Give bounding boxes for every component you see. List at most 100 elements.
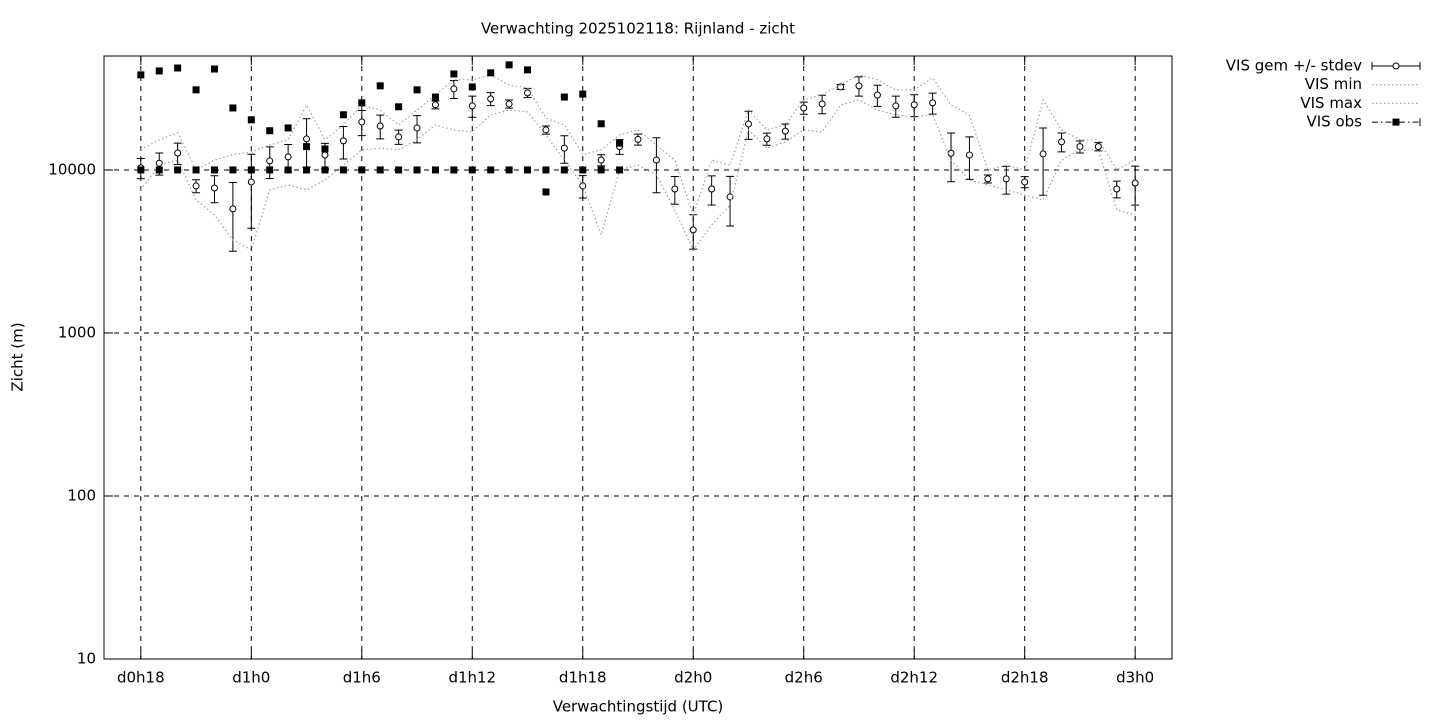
obs-point (303, 166, 311, 174)
error-bar (228, 182, 237, 252)
mean-point (247, 178, 255, 186)
mean-point (1113, 185, 1121, 193)
x-axis-label: Verwachtingstijd (UTC) (553, 698, 724, 716)
obs-point (210, 166, 218, 174)
obs-point (192, 86, 200, 94)
mean-point (229, 205, 237, 213)
obs-point (266, 166, 274, 174)
mean-point (947, 149, 955, 157)
mean-point (689, 226, 697, 234)
obs-point (524, 66, 532, 74)
obs-point (174, 64, 182, 72)
obs-point (579, 90, 587, 98)
mean-point (284, 153, 292, 161)
mean-point (376, 122, 384, 130)
mean-point (800, 104, 808, 112)
mean-point (855, 82, 863, 90)
y-tick-label: 100 (67, 486, 96, 504)
mean-point (174, 149, 182, 157)
error-bar (726, 175, 735, 227)
chart-title: Verwachting 2025102118: Rijnland - zicht (481, 20, 795, 38)
obs-point (395, 103, 403, 111)
x-tick-label: d1h18 (559, 669, 607, 687)
obs-point (524, 166, 532, 174)
legend-label: VIS gem +/- stdev (1226, 57, 1362, 75)
mean-point (560, 144, 568, 152)
x-tick-label: d3h0 (1116, 669, 1154, 687)
obs-point (358, 166, 366, 174)
mean-point (450, 85, 458, 93)
mean-point (579, 182, 587, 190)
obs-point (376, 82, 384, 90)
obs-point (174, 166, 182, 174)
y-tick-label: 10 (77, 650, 96, 668)
mean-point (873, 91, 881, 99)
series-line (140, 74, 1136, 217)
mean-point (818, 100, 826, 108)
mean-point (744, 120, 752, 128)
mean-point (781, 127, 789, 135)
obs-point (560, 93, 568, 101)
mean-point (395, 133, 403, 141)
obs-point (542, 166, 550, 174)
mean-point (837, 83, 845, 91)
mean-point (339, 137, 347, 145)
legend-label: VIS obs (1307, 113, 1363, 131)
obs-point (560, 166, 568, 174)
obs-point (376, 166, 384, 174)
mean-point (1076, 143, 1084, 151)
obs-point (616, 139, 624, 147)
obs-point (155, 67, 163, 75)
mean-point (763, 135, 771, 143)
x-tick-label: d1h6 (343, 669, 381, 687)
obs-point (339, 166, 347, 174)
obs-point (487, 69, 495, 77)
mean-point (155, 159, 163, 167)
x-tick-label: d2h12 (890, 669, 938, 687)
mean-point (984, 175, 992, 183)
mean-point (524, 89, 532, 97)
obs-point (413, 86, 421, 94)
mean-point (652, 156, 660, 164)
y-tick-label: 10000 (48, 160, 96, 178)
obs-point (339, 111, 347, 119)
obs-point (468, 166, 476, 174)
legend-label: VIS min (1305, 75, 1362, 93)
mean-point (671, 185, 679, 193)
obs-point (137, 71, 145, 79)
mean-point (1039, 150, 1047, 158)
mean-point (965, 151, 973, 159)
mean-point (358, 118, 366, 126)
obs-point (137, 166, 145, 174)
mean-point (266, 157, 274, 165)
obs-point (229, 166, 237, 174)
mean-point (303, 135, 311, 143)
mean-point (892, 102, 900, 110)
mean-point (597, 156, 605, 164)
obs-point (284, 166, 292, 174)
obs-point (505, 166, 513, 174)
mean-point (321, 151, 329, 159)
obs-point (468, 83, 476, 91)
obs-point (542, 188, 550, 196)
x-tick-label: d1h0 (232, 669, 270, 687)
obs-point (229, 104, 237, 112)
mean-point (542, 126, 550, 134)
mean-point (431, 101, 439, 109)
y-tick-label: 1000 (58, 323, 96, 341)
x-tick-label: d2h18 (1001, 669, 1049, 687)
x-tick-label: d1h12 (448, 669, 496, 687)
mean-point (1058, 138, 1066, 146)
legend-label: VIS max (1300, 94, 1362, 112)
obs-point (321, 145, 329, 153)
mean-point (1002, 175, 1010, 183)
error-bar (652, 137, 661, 194)
legend-swatch (1392, 118, 1400, 126)
obs-point (395, 166, 403, 174)
mean-point (929, 99, 937, 107)
obs-point (321, 166, 329, 174)
mean-point (210, 184, 218, 192)
error-bar (302, 118, 311, 168)
obs-point (597, 120, 605, 128)
mean-point (192, 182, 200, 190)
